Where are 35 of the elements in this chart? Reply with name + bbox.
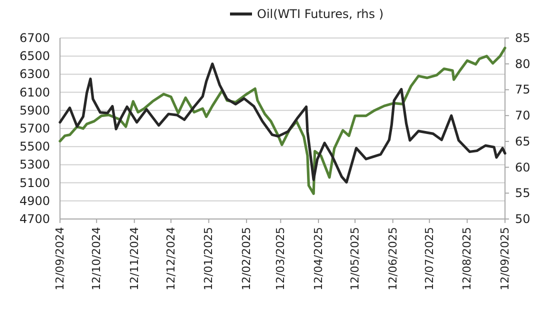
x-tick-label: 12/05/2025 bbox=[348, 227, 362, 290]
y-tick-label: 5700 bbox=[19, 122, 50, 136]
legend-label: Oil(WTI Futures, rhs ) bbox=[257, 7, 384, 21]
x-tick-label: 12/03/2025 bbox=[274, 227, 288, 290]
y-tick-label: 5500 bbox=[19, 140, 50, 154]
y2-tick-label: 80 bbox=[515, 56, 530, 71]
x-tick-label: 12/04/2025 bbox=[312, 227, 325, 290]
y2-tick-label: 70 bbox=[515, 108, 530, 123]
x-tick-label: 12/10/2024 bbox=[90, 227, 104, 290]
y2-tick-label: 60 bbox=[515, 160, 530, 174]
y-tick-label: 5900 bbox=[19, 103, 50, 118]
y-tick-label: 6700 bbox=[19, 31, 50, 45]
x-tick-label: 12/08/2025 bbox=[460, 227, 474, 290]
y2-tick-label: 50 bbox=[515, 212, 530, 226]
y2-tick-label: 85 bbox=[515, 31, 530, 45]
x-tick-label: 12/12/2024 bbox=[164, 227, 178, 290]
y-tick-label: 5100 bbox=[19, 176, 50, 190]
y2-tick-label: 55 bbox=[515, 186, 530, 200]
line-series bbox=[58, 46, 506, 195]
y2-tick-label: 75 bbox=[515, 82, 530, 97]
y-tick-label: 5300 bbox=[19, 158, 50, 172]
y-tick-label: 4700 bbox=[19, 212, 50, 226]
x-tick-label: 12/07/2025 bbox=[422, 227, 436, 290]
y-tick-label: 6100 bbox=[19, 85, 50, 100]
x-tick-label: 12/11/2024 bbox=[128, 227, 141, 290]
y-tick-label: 6500 bbox=[19, 49, 50, 64]
y-tick-label: 6300 bbox=[19, 67, 50, 82]
x-tick-label: 12/06/2025 bbox=[386, 227, 400, 290]
x-tick-label: 12/01/2025 bbox=[202, 227, 216, 290]
y-tick-label: 4900 bbox=[19, 194, 50, 208]
x-tick-label: 12/09/2024 bbox=[54, 227, 66, 290]
y2-tick-label: 65 bbox=[515, 134, 530, 148]
line-series bbox=[58, 62, 506, 184]
x-tick-label: 12/09/2025 bbox=[498, 227, 512, 290]
x-tick-label: 12/02/2025 bbox=[240, 227, 254, 290]
